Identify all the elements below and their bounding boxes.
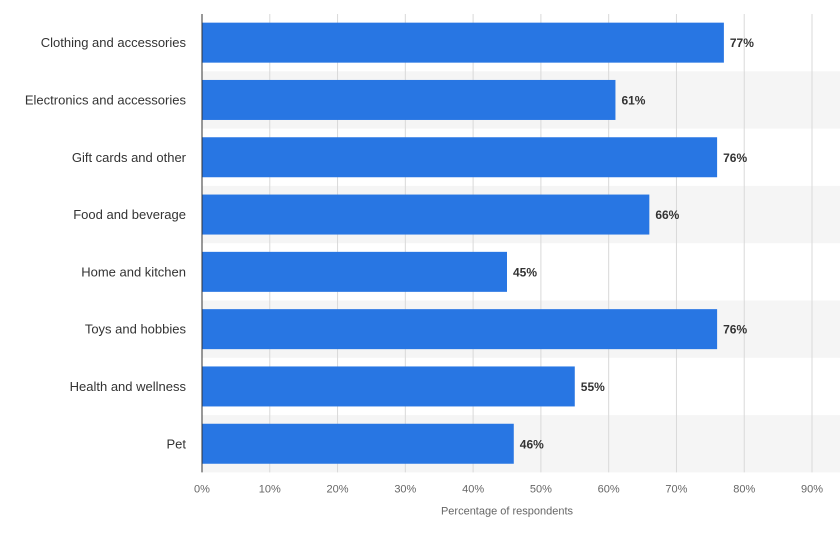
x-tick-label: 80% [733, 483, 755, 495]
x-tick-label: 90% [801, 483, 823, 495]
value-label: 66% [655, 208, 679, 222]
x-axis-title: Percentage of respondents [441, 505, 574, 517]
category-label: Health and wellness [70, 379, 187, 394]
x-tick-labels: 0% 10% 20% 30% 40% 50% 60% 70% 80% 90% [194, 483, 823, 495]
bar [202, 251, 507, 292]
value-label: 46% [520, 437, 544, 451]
value-label: 76% [723, 151, 747, 165]
bar [202, 194, 650, 235]
x-tick-label: 20% [327, 483, 349, 495]
bar [202, 22, 724, 63]
category-label: Electronics and accessories [25, 92, 187, 107]
value-label: 45% [513, 265, 537, 279]
x-tick-label: 30% [394, 483, 416, 495]
x-tick-label: 0% [194, 483, 210, 495]
category-label: Toys and hobbies [85, 322, 187, 337]
value-label: 77% [730, 36, 754, 50]
x-tick-label: 70% [665, 483, 687, 495]
category-label: Pet [166, 436, 186, 451]
bar [202, 423, 514, 464]
value-label: 76% [723, 323, 747, 337]
category-label: Clothing and accessories [41, 35, 187, 50]
bar [202, 137, 718, 178]
bar [202, 366, 575, 407]
x-tick-label: 10% [259, 483, 281, 495]
category-label: Home and kitchen [81, 264, 186, 279]
category-labels: Clothing and accessories Electronics and … [25, 35, 187, 451]
x-tick-label: 50% [530, 483, 552, 495]
value-label: 55% [581, 380, 605, 394]
category-label: Food and beverage [73, 207, 186, 222]
value-label: 61% [621, 93, 645, 107]
x-tick-label: 40% [462, 483, 484, 495]
bars [202, 22, 724, 464]
bar [202, 79, 616, 120]
x-tick-label: 60% [598, 483, 620, 495]
category-label: Gift cards and other [72, 150, 187, 165]
value-labels: 77% 61% 76% 66% 45% 76% 55% 46% [513, 36, 754, 451]
bar [202, 309, 718, 350]
